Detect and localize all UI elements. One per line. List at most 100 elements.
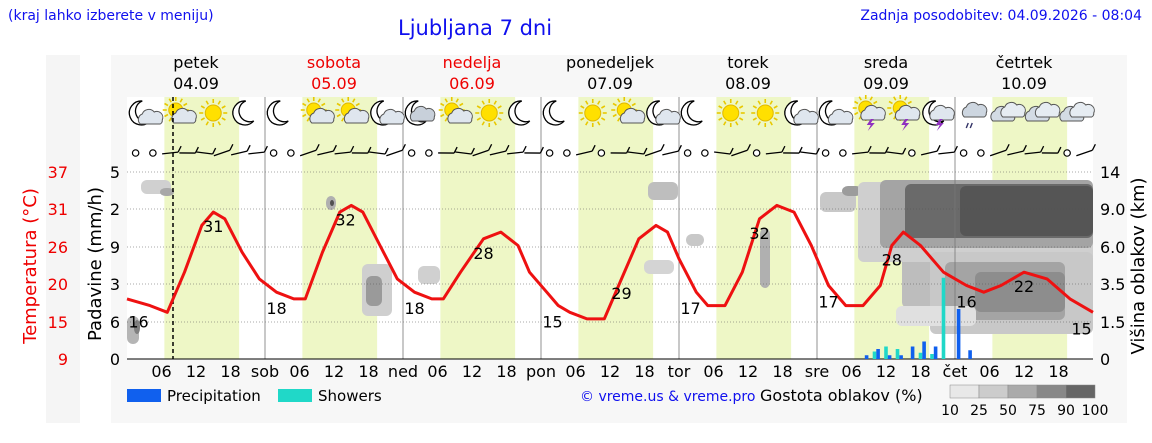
wind-symbol bbox=[1024, 145, 1045, 155]
moon-icon bbox=[542, 100, 565, 126]
day-date: 05.09 bbox=[311, 74, 357, 93]
day-short-label: tor bbox=[668, 362, 691, 381]
legend-swatch-precipitation bbox=[127, 389, 161, 402]
temperature-label: 28 bbox=[882, 250, 902, 269]
day-name: sreda bbox=[864, 53, 908, 72]
temperature-label: 15 bbox=[542, 313, 562, 332]
wind-symbol bbox=[162, 145, 182, 155]
wind-symbol bbox=[920, 144, 941, 156]
precipitation-bar bbox=[968, 350, 972, 359]
wind-symbol bbox=[230, 144, 251, 156]
day-short-label: pon bbox=[526, 362, 556, 381]
hour-tick-label: 12 bbox=[462, 362, 482, 381]
day-short-label: sob bbox=[251, 362, 279, 381]
cloud-density-patch bbox=[975, 272, 1065, 312]
precipitation-bar bbox=[876, 349, 880, 359]
cloud-density-patch bbox=[644, 260, 674, 274]
wind-symbol bbox=[597, 149, 606, 157]
page-title: Ljubljana 7 dni bbox=[398, 16, 553, 40]
precipitation-bar bbox=[910, 346, 915, 359]
left-panel bbox=[46, 55, 80, 423]
sun-cloud-icon bbox=[335, 97, 370, 124]
temperature-label: 16 bbox=[128, 313, 148, 332]
precip-tick-label: 5 bbox=[110, 163, 120, 182]
sun-cloud-icon bbox=[162, 97, 197, 124]
sun-icon bbox=[199, 99, 228, 127]
thunder-moon-icon bbox=[922, 100, 955, 131]
density-scale-label: 90 bbox=[1057, 403, 1075, 419]
wind-symbol bbox=[701, 149, 709, 157]
temperature-label: 17 bbox=[818, 293, 838, 312]
wind-symbol bbox=[821, 149, 830, 157]
temperature-label: 15 bbox=[1071, 319, 1091, 338]
moon-cloud-icon bbox=[128, 100, 164, 126]
precipitation-bar bbox=[899, 355, 903, 359]
temperature-label: 22 bbox=[1014, 277, 1034, 296]
cloud-density-patch bbox=[418, 266, 440, 284]
wind-symbol bbox=[213, 143, 234, 157]
wind-symbol bbox=[839, 149, 847, 157]
wind-symbol bbox=[644, 143, 665, 157]
cloud-density-patch bbox=[686, 234, 704, 246]
legend-label-precipitation: Precipitation bbox=[167, 387, 261, 405]
wind-symbol bbox=[1063, 149, 1071, 157]
wind-symbol bbox=[714, 147, 734, 155]
wind-symbol bbox=[248, 145, 268, 155]
moon-icon bbox=[508, 100, 531, 126]
cloud-icon bbox=[1059, 101, 1095, 122]
cloud-height-tick-label: 6.0 bbox=[1100, 238, 1125, 257]
cloud-height-tick-label: 14 bbox=[1100, 163, 1120, 182]
moon-icon bbox=[232, 100, 255, 126]
cloud-height-tick-label: 1.5 bbox=[1100, 313, 1125, 332]
last-update: Zadnja posodobitev: 04.09.2026 - 08:04 bbox=[860, 8, 1142, 24]
precipitation-bar bbox=[933, 346, 938, 359]
wind-symbol bbox=[977, 149, 985, 157]
moon-cloud-icon bbox=[784, 100, 819, 126]
copyright: © vreme.us & vreme.pro bbox=[580, 389, 755, 405]
temp-tick-label: 15 bbox=[48, 313, 68, 332]
cloud-height-tick-label: 9.0 bbox=[1100, 200, 1125, 219]
hour-tick-label: 06 bbox=[703, 362, 723, 381]
cloud-density-patch bbox=[842, 186, 862, 196]
wind-symbol bbox=[545, 149, 554, 157]
wind-symbol bbox=[524, 146, 544, 154]
day-date: 04.09 bbox=[173, 74, 219, 93]
moon-icon bbox=[680, 100, 703, 126]
sun-icon bbox=[475, 99, 504, 127]
sun-cloud-icon bbox=[300, 97, 335, 124]
cloud-density-patch bbox=[160, 188, 174, 196]
temp-tick-label: 31 bbox=[48, 200, 68, 219]
temp-tick-label: 20 bbox=[48, 275, 68, 294]
moon-cloud-icon bbox=[818, 100, 854, 126]
hour-tick-label: 12 bbox=[324, 362, 344, 381]
showers-bar bbox=[884, 346, 888, 359]
wind-symbol bbox=[800, 147, 820, 155]
hour-tick-label: 18 bbox=[634, 362, 654, 381]
cloud-density-patch bbox=[648, 182, 678, 200]
wind-symbol bbox=[351, 146, 372, 154]
wind-symbol bbox=[369, 147, 389, 155]
day-name: petek bbox=[173, 53, 219, 72]
precip-tick-label: 6 bbox=[110, 313, 120, 332]
day-date: 07.09 bbox=[587, 74, 633, 93]
wind-symbol bbox=[287, 149, 295, 157]
temp-tick-label: 37 bbox=[48, 163, 68, 182]
wind-symbol bbox=[908, 149, 916, 157]
showers-bar bbox=[941, 277, 946, 359]
showers-bar bbox=[872, 351, 877, 359]
hour-tick-label: 06 bbox=[979, 362, 999, 381]
wind-symbol bbox=[507, 145, 527, 155]
wind-symbol bbox=[438, 146, 458, 154]
day-name: četrtek bbox=[996, 53, 1054, 72]
precip-tick-label: 0 bbox=[110, 350, 120, 369]
density-scale-swatch bbox=[1036, 384, 1067, 399]
temperature-label: 32 bbox=[749, 224, 769, 243]
density-scale-label: 50 bbox=[999, 403, 1017, 419]
wind-symbol bbox=[765, 145, 786, 155]
hour-tick-label: 06 bbox=[565, 362, 585, 381]
temperature-label: 16 bbox=[956, 293, 976, 312]
density-scale-swatch bbox=[1065, 384, 1096, 399]
day-date: 08.09 bbox=[725, 74, 771, 93]
temperature-label: 17 bbox=[680, 299, 700, 318]
